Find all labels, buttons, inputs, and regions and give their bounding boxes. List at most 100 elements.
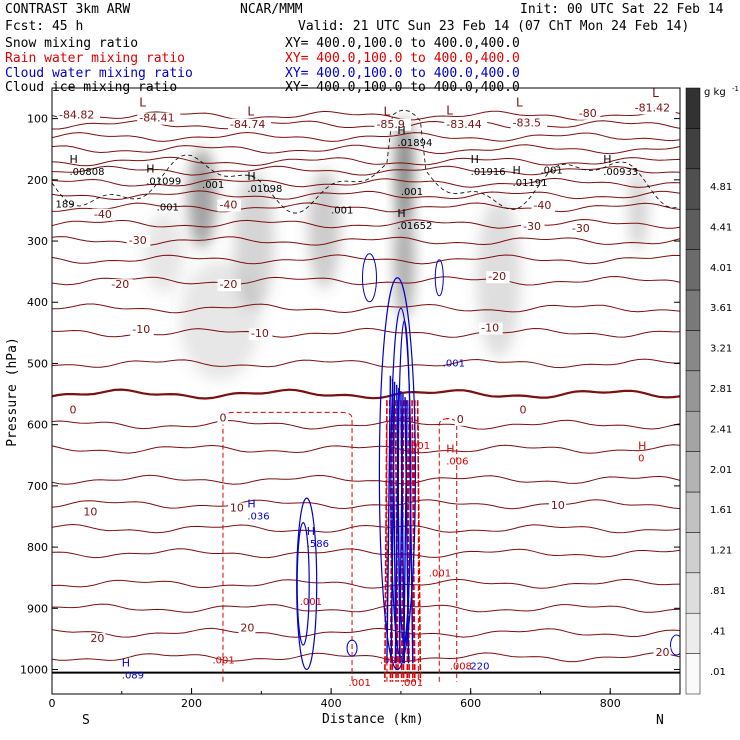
- high-value: .006: [446, 456, 468, 467]
- temperature-label: -85.9: [376, 118, 404, 131]
- low-marker: L: [139, 95, 146, 109]
- temperature-label: -30: [523, 220, 541, 233]
- x-tick-label: 600: [460, 697, 481, 710]
- temperature-label: -40: [533, 199, 551, 212]
- temperature-contour: [52, 627, 680, 638]
- colorbar-label: 3.61: [710, 303, 732, 314]
- temperature-contour: [52, 474, 680, 485]
- temp-label-bg: [238, 622, 256, 635]
- temp-label-bg: [126, 235, 151, 248]
- mixing-ratio-label: .008: [450, 662, 472, 673]
- y-tick-label: 1000: [20, 664, 48, 677]
- plot-frame: [51, 87, 681, 695]
- high-marker: H: [638, 439, 646, 452]
- temperature-contour: [52, 303, 680, 314]
- x-tick-label: 800: [600, 697, 621, 710]
- temperature-contour: [52, 419, 680, 430]
- temperature-label: -30: [572, 222, 590, 235]
- temp-label-bg: [444, 118, 488, 131]
- y-tick-label: 600: [27, 419, 48, 432]
- temperature-label: -40: [94, 208, 112, 221]
- colorbar-label: .41: [710, 626, 726, 637]
- direction-south: S: [82, 713, 90, 728]
- high-marker: H: [603, 153, 611, 166]
- snow-mixing-shade: [394, 199, 415, 320]
- temperature-label: 0: [520, 404, 527, 417]
- high-marker: H: [397, 124, 405, 137]
- field-xy-snow: XY= 400.0,100.0 to 400.0,400.0: [285, 36, 520, 51]
- colorbar-label: .01: [710, 667, 726, 678]
- temperature-label: 20: [656, 646, 670, 659]
- cloud-ice-label: .001: [540, 166, 562, 177]
- rain-water-contour: [222, 411, 353, 682]
- cloud-water-contour: [361, 253, 377, 303]
- low-marker: L: [446, 103, 453, 117]
- high-value: .01098: [247, 184, 282, 195]
- temperature-contour: [52, 652, 680, 663]
- valid-time: Valid: 21 UTC Sun 23 Feb 14 (07 ChT Mon …: [298, 19, 690, 34]
- temp-label-bg: [91, 208, 116, 221]
- temp-label-bg: [81, 506, 99, 519]
- colorbar-label: 4.81: [710, 182, 732, 193]
- temp-label-bg: [569, 222, 594, 235]
- direction-north: N: [656, 713, 664, 728]
- temperature-contour: [52, 165, 680, 176]
- temp-label-bg: [248, 328, 273, 341]
- temperature-label: 10: [230, 502, 244, 515]
- mixing-ratio-label: .001: [443, 359, 465, 370]
- temperature-label: 0: [219, 412, 226, 425]
- y-tick-label: 800: [27, 541, 48, 554]
- temp-label-bg: [67, 404, 78, 417]
- rain-water-core: [416, 400, 422, 682]
- temperature-contour: [52, 548, 680, 559]
- temperature-label: -20: [488, 270, 506, 283]
- high-marker: H: [122, 657, 130, 670]
- cloud-ice-label: .001: [401, 187, 423, 198]
- colorbar-segment: [685, 128, 701, 170]
- colorbar-segment: [685, 491, 701, 533]
- cloud-water-core: [402, 400, 408, 664]
- temp-label-bg: [653, 647, 671, 660]
- temp-label-bg: [109, 279, 133, 292]
- high-marker: H: [471, 153, 479, 166]
- temperature-contour: [52, 156, 680, 167]
- cloud-ice-label: .001: [202, 180, 224, 191]
- temperature-label: -83.44: [446, 118, 481, 131]
- field-xy-rain: XY= 400.0,100.0 to 400.0,400.0: [285, 51, 520, 66]
- y-tick-label: 900: [27, 602, 48, 615]
- colorbar-segment: [685, 612, 701, 654]
- model-title: CONTRAST 3km ARW: [5, 2, 131, 17]
- snow-mixing-shade: [143, 213, 184, 294]
- temp-label-bg: [548, 500, 566, 513]
- colorbar-segment: [685, 87, 701, 129]
- y-tick-label: 700: [27, 480, 48, 493]
- temperature-contour: [52, 236, 680, 246]
- high-marker: H: [513, 164, 521, 177]
- temp-label-bg: [576, 107, 601, 120]
- colorbar-segment: [685, 208, 701, 250]
- temperature-contour: [52, 202, 680, 213]
- temp-label-bg: [486, 271, 510, 284]
- high-value: .00933: [603, 167, 638, 178]
- high-marker: H: [69, 153, 77, 166]
- cloud-water-contour: [296, 497, 318, 671]
- y-tick-label: 200: [27, 174, 48, 187]
- temperature-label: -40: [219, 199, 237, 212]
- temperature-label: -10: [132, 323, 150, 336]
- high-marker: H: [397, 207, 405, 220]
- cloud-water-contour: [346, 639, 358, 657]
- field-name-cloud-water: Cloud water mixing ratio: [5, 66, 193, 81]
- temperature-label: -83.5: [513, 117, 541, 130]
- x-axis-label: Distance (km): [322, 712, 424, 727]
- cloud-water-core: [404, 397, 410, 664]
- colorbar-segment: [685, 289, 701, 331]
- temp-label-bg: [227, 502, 245, 515]
- temperature-label: -30: [129, 234, 147, 247]
- field-name-snow: Snow mixing ratio: [5, 36, 139, 51]
- mixing-ratio-label: .001: [408, 441, 430, 452]
- high-value: .01099: [146, 177, 181, 188]
- cloud-water-contour: [296, 522, 310, 646]
- colorbar-label: 3.21: [710, 344, 732, 355]
- snow-mixing-shade: [628, 170, 649, 251]
- x-tick-label: 400: [321, 697, 342, 710]
